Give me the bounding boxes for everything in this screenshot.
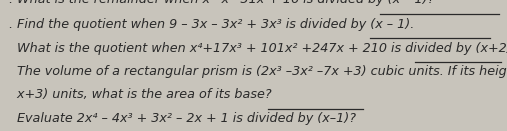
Text: . What is the remainder when x³–x²–31x + 16 is divided by (x – 1)?: . What is the remainder when x³–x²–31x +… xyxy=(9,0,434,6)
Text: The volume of a rectangular prism is (2x³ –3x² –7x +3) cubic units. If its heigh: The volume of a rectangular prism is (2x… xyxy=(9,65,507,78)
Text: x+3) units, what is the area of its base?: x+3) units, what is the area of its base… xyxy=(9,88,272,101)
Text: Evaluate 2x⁴ – 4x³ + 3x² – 2x + 1 is divided by (x–1)?: Evaluate 2x⁴ – 4x³ + 3x² – 2x + 1 is div… xyxy=(9,112,356,125)
Text: What is the quotient when x⁴+17x³ + 101x² +247x + 210 is divided by (x+2)?: What is the quotient when x⁴+17x³ + 101x… xyxy=(9,42,507,55)
Text: . Find the quotient when 9 – 3x – 3x² + 3x³ is divided by (x – 1).: . Find the quotient when 9 – 3x – 3x² + … xyxy=(9,18,414,31)
